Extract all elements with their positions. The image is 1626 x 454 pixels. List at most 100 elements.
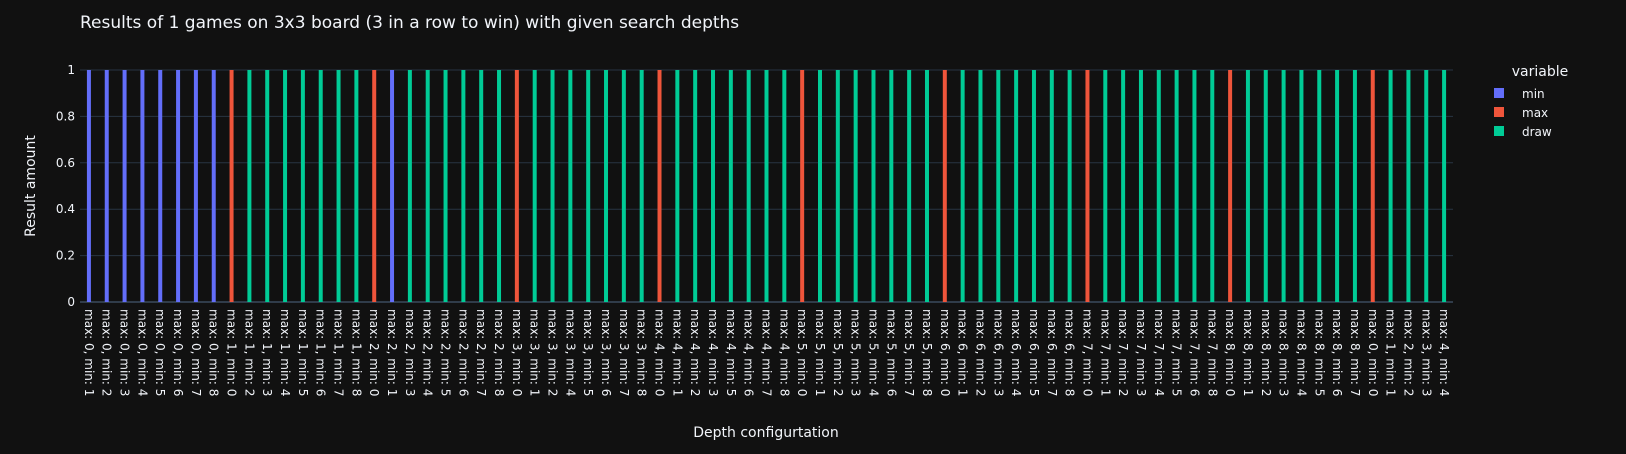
x-tick-label: max: 4, min: 4: [1437, 309, 1451, 396]
x-tick-label: max: 6, min: 3: [991, 309, 1005, 396]
x-tick-label: max: 7, min: 1: [1098, 309, 1112, 396]
bar-draw: [443, 70, 448, 302]
bar-draw: [889, 70, 894, 302]
bar-min: [211, 70, 216, 302]
bar-draw: [479, 70, 484, 302]
x-tick-label: max: 4, min: 1: [670, 309, 684, 396]
bar-draw: [1406, 70, 1411, 302]
bar-draw: [978, 70, 983, 302]
bar-max: [1228, 70, 1233, 302]
x-tick-label: max: 1, min: 2: [242, 309, 256, 396]
legend-swatch-draw: [1494, 126, 1504, 136]
x-tick-label: max: 0, min: 3: [118, 309, 132, 396]
x-tick-label: max: 4, min: 5: [724, 309, 738, 396]
bar-draw: [1138, 70, 1143, 302]
bar-draw: [1014, 70, 1019, 302]
x-tick-label: max: 8, min: 6: [1330, 309, 1344, 396]
bar-draw: [497, 70, 502, 302]
x-tick-label: max: 7, min: 2: [1116, 309, 1130, 396]
legend-label-max: max: [1522, 106, 1548, 120]
bar-draw: [300, 70, 305, 302]
bar-draw: [1067, 70, 1072, 302]
bar-draw: [835, 70, 840, 302]
x-tick-label: max: 2, min: 2: [1401, 309, 1415, 396]
bar-draw: [354, 70, 359, 302]
x-tick-label: max: 7, min: 6: [1187, 309, 1201, 396]
x-tick-label: max: 4, min: 3: [706, 309, 720, 396]
x-tick-label: max: 3, min: 6: [599, 309, 613, 396]
bar-draw: [1049, 70, 1054, 302]
bar-min: [158, 70, 163, 302]
bar-draw: [1192, 70, 1197, 302]
x-tick-label: max: 5, min: 4: [866, 309, 880, 396]
y-tick-label: 0.6: [56, 156, 75, 170]
x-tick-label: max: 7, min: 5: [1170, 309, 1184, 396]
bar-draw: [407, 70, 412, 302]
y-tick-label: 0.4: [56, 202, 75, 216]
bar-draw: [425, 70, 430, 302]
bar-draw: [586, 70, 591, 302]
bar-draw: [996, 70, 1001, 302]
x-tick-label: max: 5, min: 7: [902, 309, 916, 396]
bar-draw: [621, 70, 626, 302]
x-tick-label: max: 6, min: 8: [1063, 309, 1077, 396]
x-tick-label: max: 1, min: 3: [260, 309, 274, 396]
x-tick-label: max: 1, min: 8: [349, 309, 363, 396]
x-tick-label: max: 5, min: 3: [849, 309, 863, 396]
bar-draw: [1263, 70, 1268, 302]
x-tick-label: max: 6, min: 4: [1009, 309, 1023, 396]
bar-draw: [265, 70, 270, 302]
x-tick-label: max: 8, min: 4: [1294, 309, 1308, 396]
y-tick-label: 0.2: [56, 249, 75, 263]
bar-max: [657, 70, 662, 302]
x-tick-label: max: 3, min: 8: [635, 309, 649, 396]
y-tick-label: 0: [67, 295, 75, 309]
bar-draw: [1335, 70, 1340, 302]
bar-draw: [693, 70, 698, 302]
bar-draw: [1281, 70, 1286, 302]
x-tick-label: max: 3, min: 1: [528, 309, 542, 396]
x-tick-label: max: 1, min: 6: [314, 309, 328, 396]
bar-min: [176, 70, 181, 302]
bar-draw: [1103, 70, 1108, 302]
x-tick-label: max: 2, min: 8: [492, 309, 506, 396]
x-axis-title: Depth configurtation: [693, 425, 838, 441]
bar-draw: [1121, 70, 1126, 302]
x-tick-label: max: 1, min: 7: [332, 309, 346, 396]
x-tick-label: max: 8, min: 3: [1277, 309, 1291, 396]
x-tick-label: max: 2, min: 0: [367, 309, 381, 396]
bar-max: [229, 70, 234, 302]
bar-draw: [1299, 70, 1304, 302]
bar-draw: [1388, 70, 1393, 302]
bar-min: [193, 70, 198, 302]
bar-draw: [1156, 70, 1161, 302]
x-tick-label: max: 0, min: 4: [135, 309, 149, 396]
x-tick-label: max: 1, min: 1: [1384, 309, 1398, 396]
x-tick-label: max: 0, min: 1: [82, 309, 96, 396]
x-tick-label: max: 2, min: 5: [439, 309, 453, 396]
x-tick-label: max: 7, min: 8: [1205, 309, 1219, 396]
x-tick-label: max: 3, min: 3: [1419, 309, 1433, 396]
bar-max: [1370, 70, 1375, 302]
bar-draw: [1210, 70, 1215, 302]
bar-draw: [871, 70, 876, 302]
x-tick-label: max: 4, min: 6: [742, 309, 756, 396]
bar-draw: [550, 70, 555, 302]
bar-min: [86, 70, 91, 302]
x-tick-label: max: 8, min: 0: [1223, 309, 1237, 396]
x-axis-ticks: max: 0, min: 1 max: 0, min: 2 max: 0, min:…: [82, 309, 1451, 396]
bar-draw: [532, 70, 537, 302]
bar-draw: [675, 70, 680, 302]
bar-draw: [1317, 70, 1322, 302]
x-tick-label: max: 1, min: 0: [225, 309, 239, 396]
x-tick-label: max: 3, min: 7: [617, 309, 631, 396]
x-tick-label: max: 6, min: 2: [973, 309, 987, 396]
bar-draw: [1245, 70, 1250, 302]
bar-draw: [711, 70, 716, 302]
x-tick-label: max: 0, min: 0: [1366, 309, 1380, 396]
y-axis-title: Result amount: [23, 135, 39, 237]
bar-min: [104, 70, 109, 302]
x-tick-label: max: 7, min: 0: [1080, 309, 1094, 396]
bar-max: [514, 70, 519, 302]
x-tick-label: max: 1, min: 5: [296, 309, 310, 396]
